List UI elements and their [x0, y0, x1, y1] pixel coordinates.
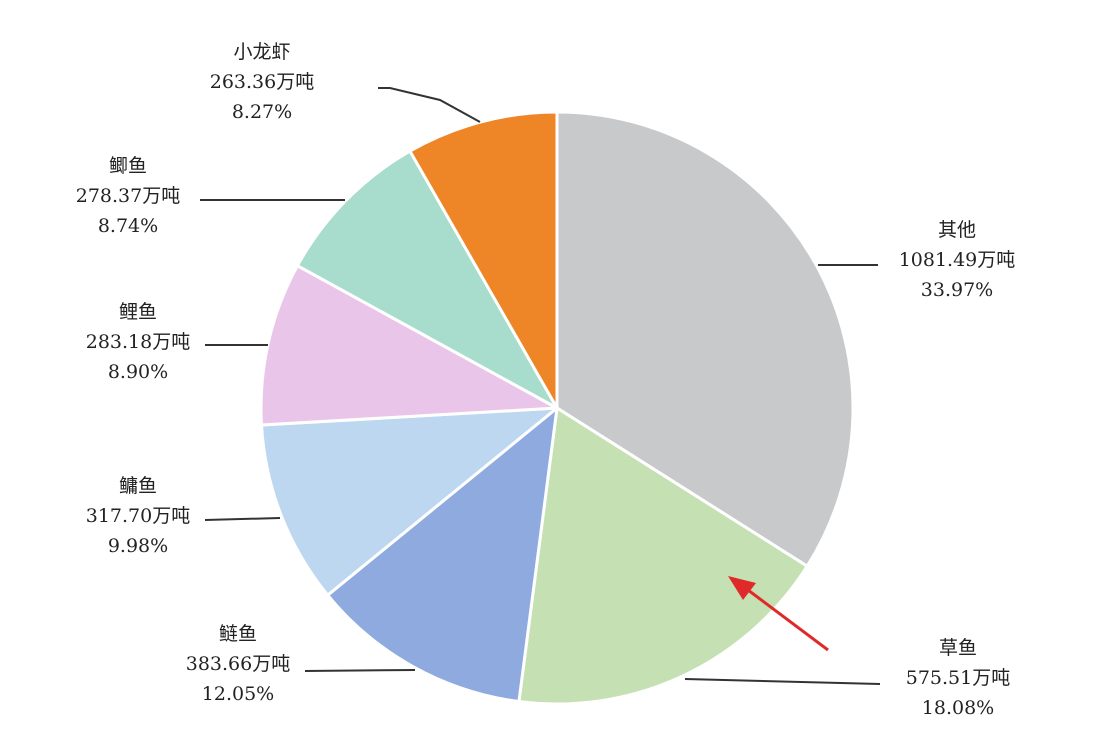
leader-line [378, 87, 481, 123]
pie-slice [259, 264, 559, 427]
pie-slice [326, 406, 559, 704]
slice-label-value: 575.51万吨 [906, 667, 1010, 689]
slice-label-name: 其他 [938, 219, 976, 241]
pie-slice [259, 406, 559, 597]
pie-slice [295, 149, 559, 410]
slice-label-value: 1081.49万吨 [899, 249, 1016, 271]
leader-lines [200, 87, 881, 685]
slice-label-value: 317.70万吨 [86, 505, 190, 527]
slice-label-value: 283.18万吨 [86, 331, 190, 353]
pie-slice [517, 406, 809, 706]
slice-label-value: 278.37万吨 [76, 185, 180, 207]
leader-line [304, 669, 416, 672]
pie-slice [555, 110, 855, 568]
slice-label-value: 383.66万吨 [186, 653, 290, 675]
slice-label-value: 263.36万吨 [210, 71, 314, 93]
slice-label-percent: 8.90% [108, 361, 168, 383]
pie-slices [259, 110, 855, 706]
slice-label-percent: 12.05% [202, 683, 274, 705]
slice-label-name: 鲢鱼 [219, 623, 257, 645]
slice-labels: 其他 1081.49万吨 33.97% 草鱼 575.51万吨 18.08% 鲢鱼 383.6… [76, 41, 1016, 719]
highlight-arrow [728, 576, 829, 652]
pie-slice [408, 110, 559, 410]
slice-label-name: 草鱼 [939, 637, 977, 659]
slice-label-name: 鳙鱼 [119, 475, 157, 497]
slice-label-percent: 9.98% [108, 535, 168, 557]
slice-label-percent: 8.74% [98, 215, 158, 237]
slice-label-name: 鲤鱼 [119, 301, 157, 323]
slice-label-percent: 8.27% [232, 101, 292, 123]
slice-label-percent: 18.08% [922, 697, 994, 719]
leader-line [684, 678, 881, 685]
leader-line [204, 517, 281, 521]
slice-label-name: 鲫鱼 [109, 155, 147, 177]
slice-label-percent: 33.97% [921, 279, 993, 301]
slice-label-name: 小龙虾 [233, 41, 290, 63]
